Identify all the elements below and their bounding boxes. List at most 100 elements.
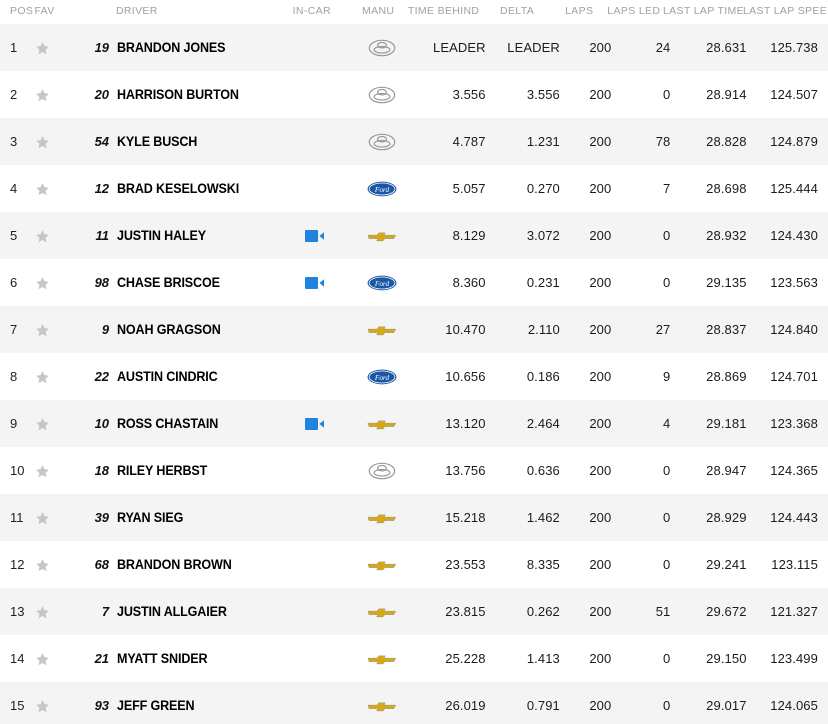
favorite-toggle[interactable] (35, 274, 71, 290)
cell-driver[interactable]: BRANDON BROWN (117, 557, 277, 572)
cell-manufacturer (353, 462, 411, 480)
favorite-toggle[interactable] (35, 650, 71, 666)
column-header-last-lap-speed[interactable]: LAST LAP SPEED (742, 5, 828, 17)
favorite-toggle[interactable] (35, 603, 71, 619)
cell-in-car[interactable] (277, 416, 353, 432)
table-row[interactable]: 8 22 AUSTIN CINDRIC Ford 10.656 0.186 200 9 28.8… (0, 353, 828, 400)
driver-name-value[interactable]: RYAN SIEG (117, 510, 184, 525)
driver-name-value[interactable]: HARRISON BURTON (117, 87, 239, 102)
table-row[interactable]: 6 98 CHASE BRISCOE Ford 8.360 0.231 200 0 29.135… (0, 259, 828, 306)
star-icon[interactable] (35, 417, 50, 432)
favorite-toggle[interactable] (35, 509, 71, 525)
table-row[interactable]: 1 19 BRANDON JONES LEADER LEADER 200 24 28.631 1… (0, 24, 828, 71)
favorite-toggle[interactable] (35, 556, 71, 572)
column-header-last-lap-time[interactable]: LAST LAP TIME (662, 5, 744, 17)
driver-name-value[interactable]: ROSS CHASTAIN (117, 416, 219, 431)
driver-name-value[interactable]: BRANDON JONES (117, 40, 226, 55)
star-icon[interactable] (35, 370, 50, 385)
table-row[interactable]: 5 11 JUSTIN HALEY 8.129 3.072 200 0 28.932 124.4… (0, 212, 828, 259)
favorite-toggle[interactable] (35, 227, 71, 243)
star-icon[interactable] (35, 276, 50, 291)
column-header-driver[interactable]: DRIVER (115, 5, 158, 17)
star-icon[interactable] (35, 511, 50, 526)
star-icon[interactable] (35, 41, 50, 56)
time-behind-value: 5.057 (452, 181, 486, 196)
favorite-toggle[interactable] (35, 133, 71, 149)
column-header-time-behind[interactable]: TIME BEHIND (407, 5, 480, 17)
cell-driver[interactable]: ROSS CHASTAIN (117, 416, 277, 431)
star-icon[interactable] (35, 605, 50, 620)
driver-name-value[interactable]: KYLE BUSCH (117, 134, 198, 149)
cell-driver[interactable]: RILEY HERBST (117, 463, 277, 478)
cell-driver[interactable]: CHASE BRISCOE (117, 275, 277, 290)
cell-driver[interactable]: JUSTIN ALLGAIER (117, 604, 277, 619)
driver-name-value[interactable]: RILEY HERBST (117, 463, 208, 478)
favorite-toggle[interactable] (35, 368, 71, 384)
svg-text:Ford: Ford (374, 186, 390, 194)
table-row[interactable]: 13 7 JUSTIN ALLGAIER 23.815 0.262 200 51 29.672… (0, 588, 828, 635)
star-icon[interactable] (35, 558, 50, 573)
column-header-manu[interactable]: MANU (362, 5, 395, 17)
favorite-toggle[interactable] (35, 321, 71, 337)
table-row[interactable]: 15 93 JEFF GREEN 26.019 0.791 200 0 29.017 124.0… (0, 682, 828, 724)
favorite-toggle[interactable] (35, 415, 71, 431)
star-icon[interactable] (35, 699, 50, 714)
cell-in-car[interactable] (277, 275, 353, 291)
table-row[interactable]: 7 9 NOAH GRAGSON 10.470 2.110 200 27 28.837 124.… (0, 306, 828, 353)
car-number-value: 54 (94, 134, 110, 149)
favorite-toggle[interactable] (35, 86, 71, 102)
table-row[interactable]: 11 39 RYAN SIEG 15.218 1.462 200 0 28.929 124.44… (0, 494, 828, 541)
star-icon[interactable] (35, 323, 50, 338)
driver-name-value[interactable]: JEFF GREEN (117, 698, 195, 713)
in-car-camera-icon[interactable] (305, 417, 325, 431)
table-row[interactable]: 10 18 RILEY HERBST 13.756 0.636 200 0 28.947 124… (0, 447, 828, 494)
cell-laps-led: 0 (611, 463, 670, 478)
star-icon[interactable] (35, 88, 50, 103)
column-header-laps[interactable]: LAPS (565, 5, 594, 17)
in-car-camera-icon[interactable] (305, 229, 325, 243)
cell-driver[interactable]: KYLE BUSCH (117, 134, 277, 149)
driver-name-value[interactable]: AUSTIN CINDRIC (117, 369, 218, 384)
cell-driver[interactable]: NOAH GRAGSON (117, 322, 277, 337)
cell-driver[interactable]: MYATT SNIDER (117, 651, 277, 666)
table-row[interactable]: 9 10 ROSS CHASTAIN 13.120 2.464 200 4 29.181 123… (0, 400, 828, 447)
star-icon[interactable] (35, 229, 50, 244)
favorite-toggle[interactable] (35, 180, 71, 196)
cell-driver[interactable]: RYAN SIEG (117, 510, 277, 525)
star-icon[interactable] (35, 182, 50, 197)
favorite-toggle[interactable] (35, 462, 71, 478)
driver-name-value[interactable]: JUSTIN HALEY (117, 228, 207, 243)
favorite-toggle[interactable] (35, 697, 71, 713)
star-icon[interactable] (35, 135, 50, 150)
cell-driver[interactable]: AUSTIN CINDRIC (117, 369, 277, 384)
position-value: 5 (10, 228, 18, 243)
cell-driver[interactable]: HARRISON BURTON (117, 87, 277, 102)
star-icon[interactable] (35, 464, 50, 479)
column-header-in-car[interactable]: IN-CAR (292, 5, 331, 17)
column-header-fav[interactable]: FAV (34, 5, 55, 17)
column-header-pos[interactable]: POS (10, 5, 34, 17)
table-row[interactable]: 14 21 MYATT SNIDER 25.228 1.413 200 0 29.150 123… (0, 635, 828, 682)
table-row[interactable]: 2 20 HARRISON BURTON 3.556 3.556 200 0 28.914 12… (0, 71, 828, 118)
driver-name-value[interactable]: NOAH GRAGSON (117, 322, 221, 337)
driver-name-value[interactable]: BRANDON BROWN (117, 557, 232, 572)
table-row[interactable]: 3 54 KYLE BUSCH 4.787 1.231 200 78 28.828 124.87… (0, 118, 828, 165)
driver-name-value[interactable]: CHASE BRISCOE (117, 275, 220, 290)
cell-driver[interactable]: BRAD KESELOWSKI (117, 181, 277, 196)
star-icon[interactable] (35, 652, 50, 667)
table-row[interactable]: 4 12 BRAD KESELOWSKI Ford 5.057 0.270 200 7 28.6… (0, 165, 828, 212)
column-header-delta[interactable]: DELTA (500, 5, 535, 17)
cell-driver[interactable]: JUSTIN HALEY (117, 228, 277, 243)
cell-in-car[interactable] (277, 228, 353, 244)
cell-driver[interactable]: BRANDON JONES (117, 40, 277, 55)
table-row[interactable]: 12 68 BRANDON BROWN 23.553 8.335 200 0 29.241 12… (0, 541, 828, 588)
laps-led-value: 0 (663, 275, 671, 290)
driver-name-value[interactable]: MYATT SNIDER (117, 651, 208, 666)
driver-name-value[interactable]: JUSTIN ALLGAIER (117, 604, 227, 619)
column-header-laps-led[interactable]: LAPS LED (607, 5, 661, 17)
cell-driver[interactable]: JEFF GREEN (117, 698, 277, 713)
in-car-camera-icon[interactable] (305, 276, 325, 290)
favorite-toggle[interactable] (35, 39, 71, 55)
delta-value: 0.791 (526, 698, 560, 713)
driver-name-value[interactable]: BRAD KESELOWSKI (117, 181, 240, 196)
